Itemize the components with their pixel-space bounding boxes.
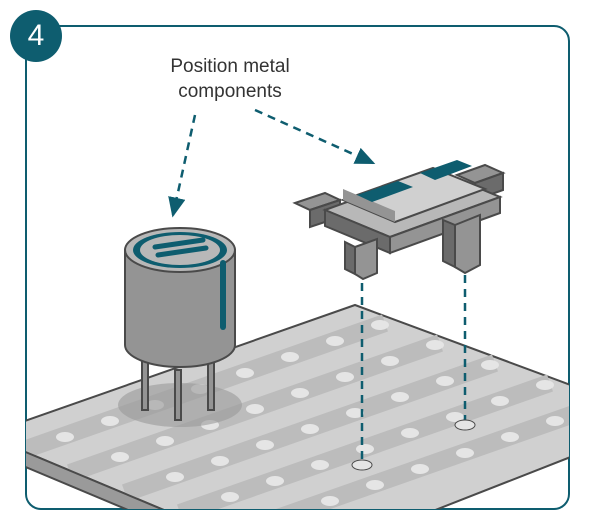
smd-component [295,160,503,279]
capacitor [125,228,235,367]
step-number-text: 4 [28,19,45,53]
instruction-line-1: Position metal [170,56,289,77]
instruction-line-2: components [178,81,282,102]
assembly-step-panel: 4 Position metal components [0,0,591,531]
instruction-label: Position metal components [130,55,330,104]
step-number-badge: 4 [10,10,62,62]
pcb-board [25,305,570,510]
